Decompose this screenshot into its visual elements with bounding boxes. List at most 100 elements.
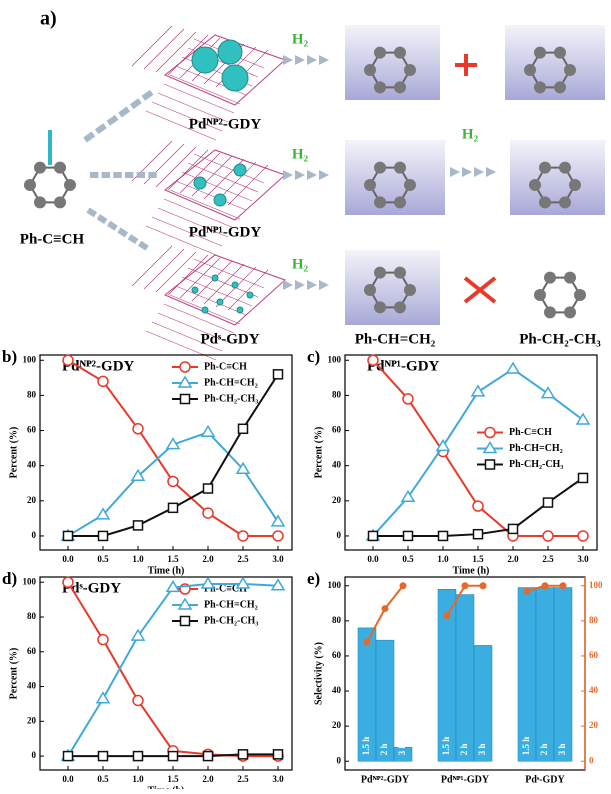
y-tick-label: 0 [337, 755, 342, 765]
marker [99, 531, 108, 540]
conversion-marker [480, 582, 487, 589]
marker [578, 531, 588, 541]
conversion-marker [382, 605, 389, 612]
bar-label: 2 h [539, 743, 549, 755]
bar [456, 595, 474, 762]
y-tick-label: 0 [32, 750, 37, 760]
x-tick-label: Pdˢ-GDY [525, 774, 565, 785]
legend-label: Ph-CH₂-CH₃ [509, 459, 563, 470]
pd-particle [192, 287, 198, 293]
product-label: Ph-CH=CH₂ [355, 331, 436, 347]
conversion-marker [462, 582, 469, 589]
x-tick-label: 3.0 [272, 774, 284, 784]
marker [64, 752, 73, 761]
h2-label: H₂ [292, 256, 309, 272]
atom [564, 272, 576, 284]
support [165, 255, 285, 325]
atom [394, 162, 406, 174]
marker [579, 473, 588, 482]
arrow [319, 280, 329, 290]
conversion-marker [400, 582, 407, 589]
catalyst-label: Pdᴺᴾ¹-GDY [189, 224, 262, 240]
legend-label: Ph-CH=CH₂ [204, 377, 258, 388]
atom [394, 47, 406, 59]
pd-particle [202, 307, 208, 313]
x-tick-label: 2.0 [507, 554, 519, 564]
marker [239, 750, 248, 759]
legend-label: Ph-CH=CH₂ [509, 443, 563, 454]
x-tick-label: 0.0 [367, 554, 379, 564]
marker [134, 521, 143, 530]
marker [542, 388, 554, 398]
arrow [88, 210, 95, 215]
marker [274, 370, 283, 379]
legend-label: Ph-CH=CH₂ [204, 599, 258, 610]
atom [534, 81, 546, 93]
marker [368, 355, 378, 365]
arrow [143, 92, 151, 98]
mesh-line [132, 246, 172, 286]
y-tick-label: 40 [27, 460, 37, 470]
atom [534, 47, 546, 59]
x-tick-label: 1.5 [472, 554, 484, 564]
atom [374, 162, 386, 174]
atom [364, 284, 376, 296]
marker [64, 531, 73, 540]
pd-particle [237, 307, 243, 313]
arrow [474, 167, 484, 177]
marker [63, 577, 73, 587]
bar-label: 2 h [459, 743, 469, 755]
legend-label: Ph-CH₂-CH₃ [204, 615, 258, 626]
arrow [462, 167, 472, 177]
mesh-line [132, 26, 172, 66]
x-tick-label: 2.5 [237, 774, 249, 784]
legend-marker [180, 362, 190, 372]
mesh-line [144, 249, 184, 289]
atom [574, 289, 586, 301]
y-tick-label: 20 [332, 495, 342, 505]
x-tick-label: Pdᴺᴾ²-GDY [361, 774, 410, 785]
atom [34, 162, 46, 174]
y-axis-label: Selectivity (%) [313, 642, 324, 705]
y-tick-label: 20 [27, 715, 37, 725]
atom [24, 179, 36, 191]
legend-label: Ph-C≡CH [204, 361, 247, 372]
atom [559, 196, 571, 208]
atom [404, 284, 416, 296]
x-tick-label: 0.0 [62, 554, 74, 564]
atom [404, 64, 416, 76]
marker [169, 503, 178, 512]
marker [473, 501, 483, 511]
atom [544, 306, 556, 318]
y-tick-label: 20 [27, 495, 37, 505]
arrow [98, 217, 105, 222]
mesh-line [176, 181, 246, 210]
atom [539, 162, 551, 174]
atom [554, 47, 566, 59]
y-tick-label: 0 [337, 530, 342, 540]
atom [374, 81, 386, 93]
marker [204, 752, 213, 761]
marker [203, 508, 213, 518]
marker [169, 752, 178, 761]
mesh-line [176, 286, 246, 315]
x-tick-label: 1.0 [437, 554, 449, 564]
atom [64, 179, 76, 191]
legend-label: Ph-CH₂-CH₃ [204, 393, 258, 404]
y-tick-label: 0 [32, 530, 37, 540]
legend-marker [181, 617, 190, 626]
arrow [283, 280, 293, 290]
atom [394, 196, 406, 208]
bar [376, 640, 394, 761]
arrow [307, 280, 317, 290]
marker [134, 752, 143, 761]
y2-tick-label: 100 [589, 580, 603, 590]
y-tick-label: 80 [332, 615, 342, 625]
y2-tick-label: 0 [589, 755, 594, 765]
arrow [108, 117, 116, 123]
conversion-marker [542, 582, 549, 589]
atom [374, 47, 386, 59]
arrow [283, 170, 293, 180]
panel-label: d) [2, 569, 17, 588]
arrow [450, 167, 460, 177]
